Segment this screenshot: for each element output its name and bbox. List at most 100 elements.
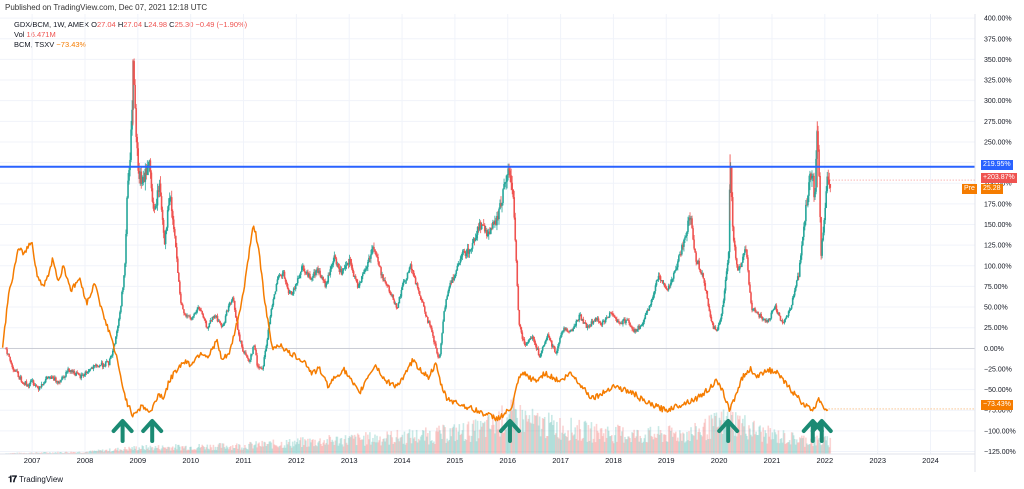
volume-bar [69,452,71,454]
candle [582,318,585,324]
volume-bar [301,447,303,454]
candle [544,340,547,344]
candle [658,275,661,277]
volume-bar [415,429,418,454]
volume-bar [790,432,793,454]
candle [675,269,677,271]
candle [198,306,200,309]
candle [361,273,364,277]
volume-bar [564,432,566,454]
volume-bar [94,451,97,454]
volume-bar [542,419,545,454]
candle [662,282,665,284]
tradingview-logo-icon: 𝟏𝟕 [8,474,17,484]
volume-bar [619,425,621,454]
candle [626,319,628,321]
candle [262,366,264,370]
candle [554,347,556,353]
candle [377,256,379,262]
volume-bar [778,443,781,454]
volume-bar [382,438,384,454]
candle [780,320,783,322]
volume-bar [178,444,180,454]
candle [347,263,350,265]
volume-bar [129,448,131,454]
candle [75,372,78,376]
candle [535,345,538,350]
y-tick-label: −125.00% [984,449,1016,456]
volume-bar [825,440,828,454]
candle [665,288,668,290]
candle [97,366,100,368]
candle [411,269,414,271]
candle [384,280,386,283]
volume-bar [691,433,693,454]
candle [17,371,20,377]
volume-bar [163,447,166,454]
x-tick-label: 2020 [711,456,728,465]
candle [225,310,228,316]
volume-bar [420,434,423,454]
candle [613,315,615,317]
volume-bar [231,445,234,454]
candle [696,261,698,265]
candle [279,275,282,276]
candle [379,265,381,268]
candle [425,311,427,316]
legend-volume[interactable]: Vol 16.471M [14,30,247,40]
candle [415,283,418,285]
candle [327,274,330,283]
volume-bar [106,451,109,454]
candle [537,348,540,356]
candle [54,377,56,381]
volume-bar [796,442,799,454]
candle [281,273,284,276]
volume-bar [758,426,760,454]
candle [741,262,743,268]
volume-bar [422,430,425,454]
candle [322,276,324,281]
candle [205,321,208,328]
volume-bar [435,431,437,454]
candle [818,149,820,176]
main-series-candles [5,58,832,392]
candle [466,248,469,254]
candle [33,384,36,386]
candle [388,286,391,292]
candle [667,285,670,290]
volume-bar [325,442,328,454]
legend-compare[interactable]: BCM, TSXV −73.43% [14,40,247,50]
candle [442,321,444,334]
volume-bar [337,445,340,454]
volume-bar [213,449,216,454]
candle [69,370,71,372]
volume-bar [807,444,809,454]
candle [455,270,458,274]
footer-brand[interactable]: 𝟏𝟕 TradingView [8,474,63,485]
volume-bar [110,451,113,454]
volume-bar [293,440,296,454]
volume-bar [458,424,461,454]
candle [13,369,16,371]
volume-bar [150,447,153,454]
candle [575,321,578,326]
x-tick-label: 2018 [605,456,622,465]
volume-bar [245,447,247,454]
volume-bar [309,438,311,454]
volume-bar [377,442,379,454]
candle [608,312,611,317]
volume-bar [72,451,74,454]
volume-bar [248,443,250,454]
candle [574,325,576,327]
candle [688,217,690,221]
volume-bar [818,437,820,454]
volume-bar [588,440,591,454]
candle [6,349,8,354]
legend-main-series[interactable]: GDX/BCM, 1W, AMEX O27.04 H27.04 L24.98 C… [14,20,247,30]
candle [643,318,646,322]
candle [454,273,457,278]
candle [778,312,781,316]
volume-bar [555,433,557,454]
candle [5,348,7,350]
